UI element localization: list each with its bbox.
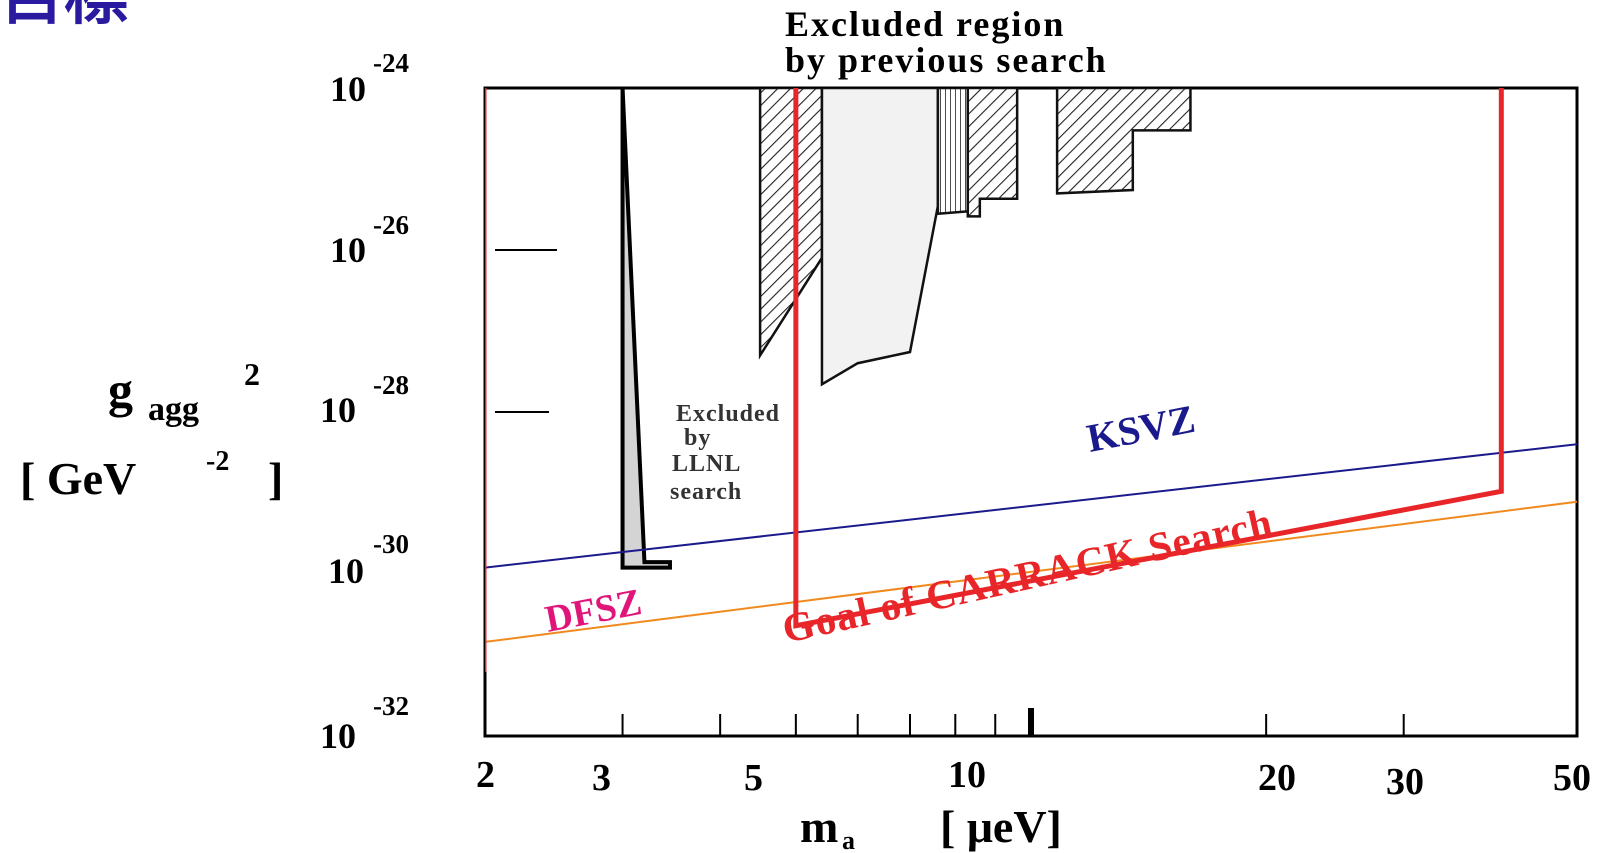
excluded-region-1 [758,88,824,360]
y-axis-label: g agg 2 [ GeV -2 ] [20,356,283,504]
svg-text:by previous search: by previous search [785,40,1108,80]
series-line-0 [485,443,1577,569]
excluded-region-title: Excluded region by previous search [785,4,1108,80]
goal-label: Goal of CARRACK Search [778,499,1277,652]
x-axis-label: m a [ μeV] [800,801,1062,853]
model-lines [485,88,1577,672]
svg-text:LLNL: LLNL [672,451,741,477]
x-tick-label-5: 5 [744,757,763,799]
llnl-annotation: Excluded by LLNL search [670,401,780,505]
svg-text:a: a [842,826,855,853]
x-tick-label-50: 50 [1553,757,1591,799]
y-tick-label-32: 10 -32 [320,691,409,756]
svg-text:-30: -30 [373,529,409,559]
x-tick-label-3: 3 [592,757,611,799]
svg-text:2: 2 [244,356,260,392]
svg-text:[ μeV]: [ μeV] [940,801,1062,852]
svg-text:10: 10 [320,390,356,430]
dfsz-label: DFSZ [542,581,645,641]
svg-text:-28: -28 [373,370,409,400]
excluded-region-2 [820,88,940,387]
svg-text:agg: agg [148,391,199,428]
excluded-region-llnl [620,88,672,570]
excluded-region-5 [1055,88,1192,195]
svg-text:[ GeV: [ GeV [20,453,136,504]
svg-text:g: g [108,362,133,418]
excluded-regions [620,88,1192,570]
series-line-2 [793,88,1504,629]
x-tick-label-30: 30 [1386,761,1424,803]
x-tick-label-20: 20 [1258,757,1296,799]
y-tick-label-24: 10 -24 [330,48,409,109]
svg-text:-26: -26 [373,210,409,240]
svg-text:-24: -24 [373,48,409,78]
svg-text:]: ] [268,453,283,504]
heading-fragment: 目標 [0,0,128,32]
svg-text:-32: -32 [373,691,409,721]
svg-text:10: 10 [330,69,366,109]
y-tick-label-30: 10 -30 [328,529,409,591]
x-tick-label-10: 10 [948,754,986,796]
svg-text:search: search [670,479,742,505]
svg-text:10: 10 [328,551,364,591]
axis-ticks [484,249,1578,736]
series-line-1 [485,500,1577,643]
y-tick-label-28: 10 -28 [320,370,409,430]
svg-text:by: by [684,425,711,451]
excluded-region-4 [966,88,1019,218]
svg-text:10: 10 [330,230,366,270]
plot-frame [483,86,1579,738]
svg-text:Excluded region: Excluded region [785,4,1065,44]
svg-text:Excluded: Excluded [676,401,780,427]
svg-text:m: m [800,801,838,852]
x-tick-label-2: 2 [476,754,495,796]
excluded-region-3 [936,88,970,216]
svg-text:10: 10 [320,716,356,756]
svg-text:-2: -2 [206,446,229,477]
y-tick-label-26: 10 -26 [330,210,409,270]
ksvz-label: KSVZ [1083,396,1199,461]
